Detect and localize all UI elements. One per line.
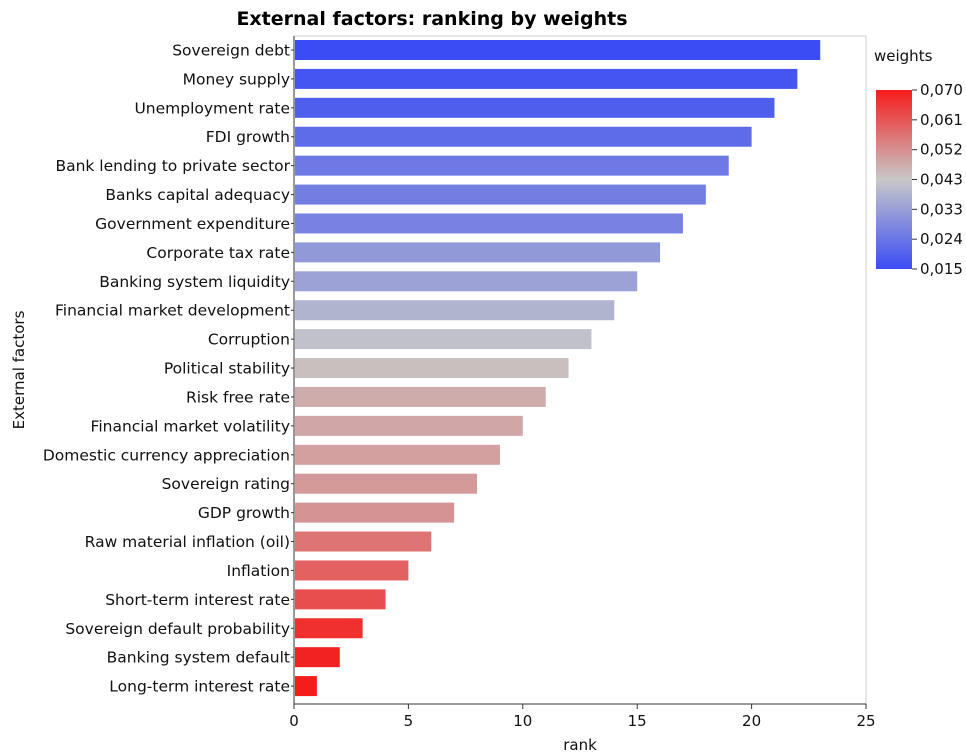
plot-area: Sovereign debt Money supply Unemployment r… [43, 35, 876, 730]
legend-title: weights [874, 47, 933, 65]
bar-13 [295, 386, 546, 407]
bar-17 [295, 502, 455, 523]
bar-18 [295, 531, 432, 552]
bar-5 [295, 155, 729, 176]
bar-23 [295, 676, 317, 697]
colorbar-legend: weights 0,070 0,061 0,052 0,043 0,033 0,024 0,… [874, 47, 963, 278]
colorbar-tick-label: 0,015 [920, 260, 963, 278]
bar-7 [295, 213, 683, 234]
category-label: Banking system liquidity [99, 273, 290, 291]
category-label: Banking system default [107, 649, 290, 667]
bar-20 [295, 589, 386, 610]
category-label: Financial market volatility [91, 417, 290, 435]
bar-15 [295, 444, 500, 465]
bar-11 [295, 329, 592, 350]
x-axis-label: rank [563, 736, 597, 754]
bar-14 [295, 415, 523, 436]
category-label: Banks capital adequacy [105, 186, 290, 204]
colorbar-tick-label: 0,024 [920, 230, 963, 248]
x-tick-label: 25 [856, 712, 875, 730]
colorbar-tick-label: 0,061 [920, 111, 963, 129]
category-label: Political stability [164, 360, 290, 378]
category-label: GDP growth [198, 504, 290, 522]
category-label: Money supply [183, 70, 290, 88]
category-label: Risk free rate [186, 388, 290, 406]
category-label: Bank lending to private sector [55, 157, 290, 175]
category-label: Inflation [227, 562, 290, 580]
colorbar-tick-label: 0,070 [920, 81, 963, 99]
category-label: Financial market development [55, 302, 290, 320]
x-tick-label: 0 [289, 712, 299, 730]
bar-16 [295, 473, 478, 494]
category-label: Raw material inflation (oil) [85, 533, 290, 551]
category-label: Short-term interest rate [105, 591, 290, 609]
bar-12 [295, 358, 569, 379]
x-tick-label: 5 [404, 712, 414, 730]
category-label: FDI growth [206, 128, 290, 146]
colorbar-tick-label: 0,033 [920, 200, 963, 218]
x-tick-label: 10 [513, 712, 532, 730]
x-tick-label: 20 [742, 712, 761, 730]
category-label: Domestic currency appreciation [43, 446, 290, 464]
colorbar-tick-label: 0,052 [920, 141, 963, 159]
category-label: Government expenditure [95, 215, 290, 233]
bar-3 [295, 97, 775, 118]
colorbar-gradient [876, 90, 912, 269]
bar-1 [295, 40, 821, 60]
bar-19 [295, 560, 409, 581]
bar-6 [295, 184, 706, 205]
category-label: Sovereign debt [172, 42, 290, 60]
category-label: Corporate tax rate [146, 244, 290, 262]
bar-4 [295, 126, 752, 147]
category-label: Long-term interest rate [109, 678, 290, 696]
bar-9 [295, 271, 638, 292]
category-label: Corruption [208, 331, 290, 349]
x-tick-label: 15 [628, 712, 647, 730]
bar-2 [295, 68, 798, 89]
bar-21 [295, 618, 363, 639]
category-label: Sovereign rating [162, 475, 290, 493]
chart-title: External factors: ranking by weights [236, 8, 627, 30]
colorbar-tick-label: 0,043 [920, 171, 963, 189]
bar-10 [295, 300, 615, 321]
y-axis-label: External factors [10, 310, 28, 429]
bar-8 [295, 242, 661, 263]
category-label: Sovereign default probability [65, 620, 290, 638]
category-label: Unemployment rate [134, 99, 290, 117]
bar-22 [295, 647, 340, 668]
